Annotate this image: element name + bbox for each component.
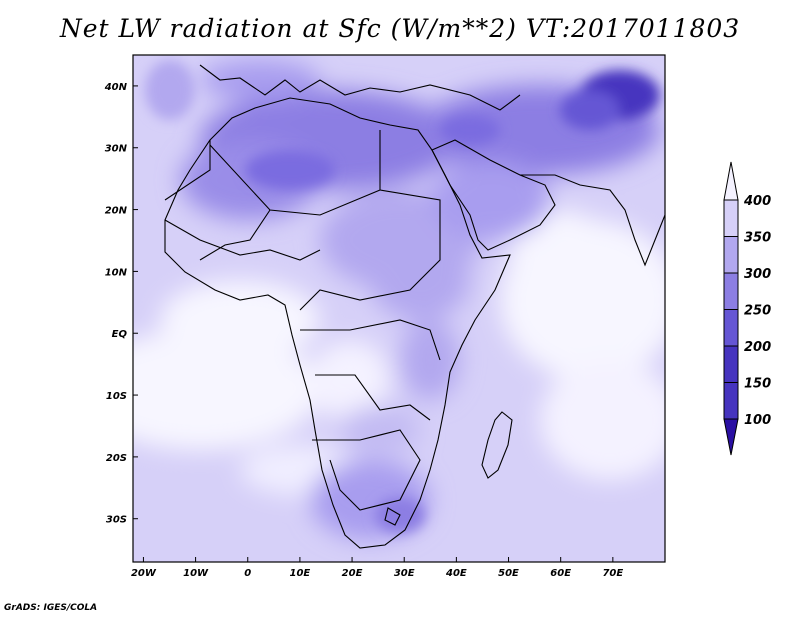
y-tick-label: 10S [106,391,127,402]
coastline-borders [164,64,665,549]
colorbar-swatch [723,272,739,310]
colorbar-swatch [723,199,739,237]
x-tick-label: 0 [244,568,251,579]
y-tick-label: 30N [105,144,128,155]
y-tick-label: 20S [106,453,127,464]
x-tick-label: 50E [498,568,519,579]
colorbar-level-label: 350 [744,231,771,246]
y-tick-label: 40N [104,82,128,93]
x-tick-label: 40E [445,568,467,579]
map-title: Net LW radiation at Sfc (W/m**2) VT:2017… [59,14,741,43]
x-tick-label: 10E [290,568,311,579]
x-tick-label: 20E [342,568,363,579]
colorbar-level-label: 100 [744,413,771,428]
x-tick-label: 10W [183,568,209,579]
y-axis: 40N 30N 20N 10N EQ 10S 20S 30S [104,82,138,526]
colorbar-level-label: 200 [744,340,771,355]
colorbar-swatch [723,345,739,383]
colorbar-max-arrow [723,161,739,201]
plot-frame [132,54,666,563]
y-tick-label: EQ [112,329,128,340]
y-tick-label: 10N [105,267,128,278]
colorbar-level-label: 400 [743,194,771,209]
colorbar: 400 350 300 250 200 150 100 [723,161,771,456]
colorbar-swatch [723,236,739,274]
y-tick-label: 20N [105,206,128,217]
x-tick-label: 30E [394,568,415,579]
x-tick-label: 60E [550,568,571,579]
colorbar-min-arrow [723,418,739,456]
footer-credit: GrADS: IGES/COLA [4,603,98,613]
colorbar-level-label: 250 [744,304,771,319]
colorbar-swatch [723,309,739,347]
x-tick-label: 70E [602,568,623,579]
radiation-field [133,55,665,562]
x-tick-label: 20W [131,568,157,579]
colorbar-swatch [723,382,739,420]
colorbar-level-label: 150 [744,377,771,392]
x-axis: 20W 10W 0 10E 20E 30E 40E 50E 60E 70E [131,557,623,579]
colorbar-level-label: 300 [744,267,771,282]
y-tick-label: 30S [106,515,127,526]
